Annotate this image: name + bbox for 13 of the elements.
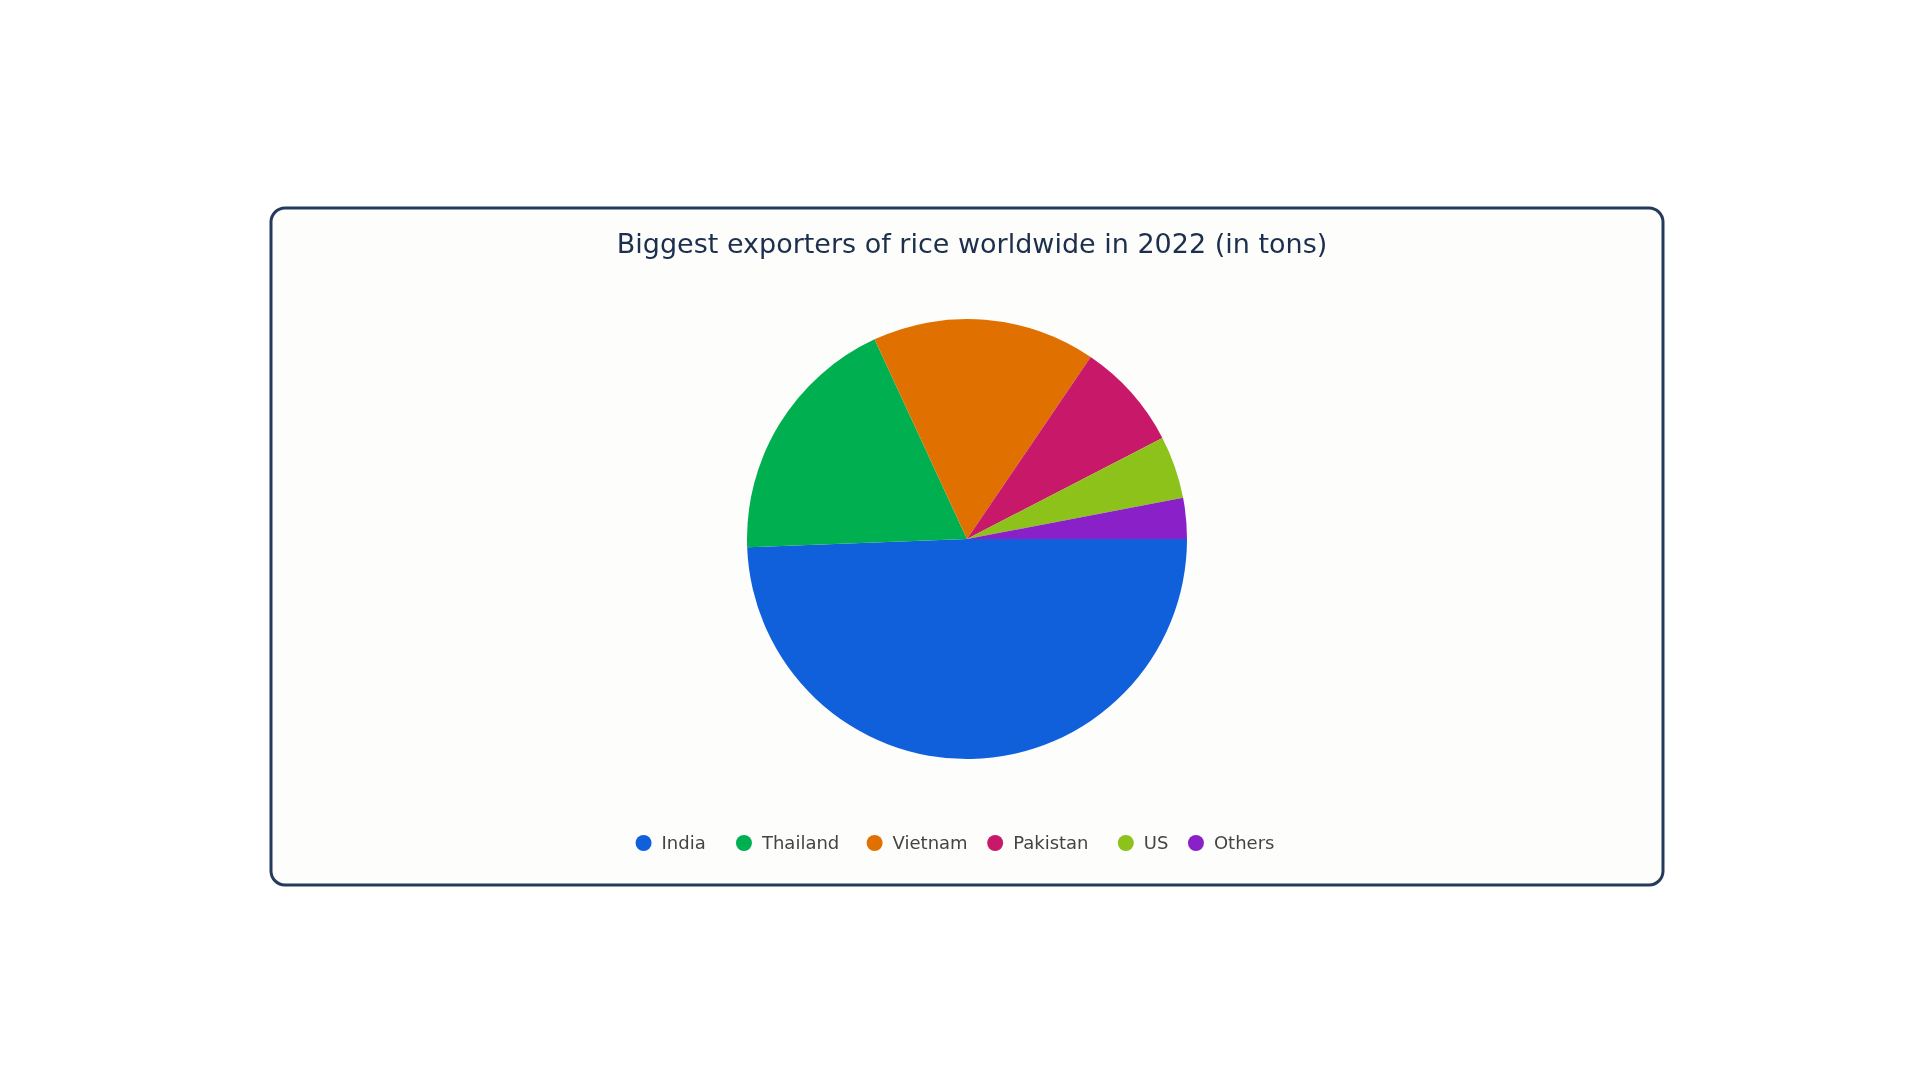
legend-label: India — [661, 832, 706, 853]
pie-slice — [747, 339, 967, 548]
legend-label: Pakistan — [1013, 832, 1089, 853]
legend-label: Thailand — [760, 832, 840, 853]
legend-label: Others — [1213, 832, 1275, 853]
pie-slice — [967, 497, 1187, 539]
legend-label: Vietnam — [892, 832, 968, 853]
pie-slice — [967, 437, 1184, 539]
pie-slice — [967, 357, 1163, 539]
legend-label: US — [1143, 832, 1169, 853]
pie-slice — [747, 539, 1187, 759]
chart-title: Biggest exporters of rice worldwide in 2022 (in tons) — [616, 228, 1328, 259]
pie-slice — [874, 319, 1091, 539]
